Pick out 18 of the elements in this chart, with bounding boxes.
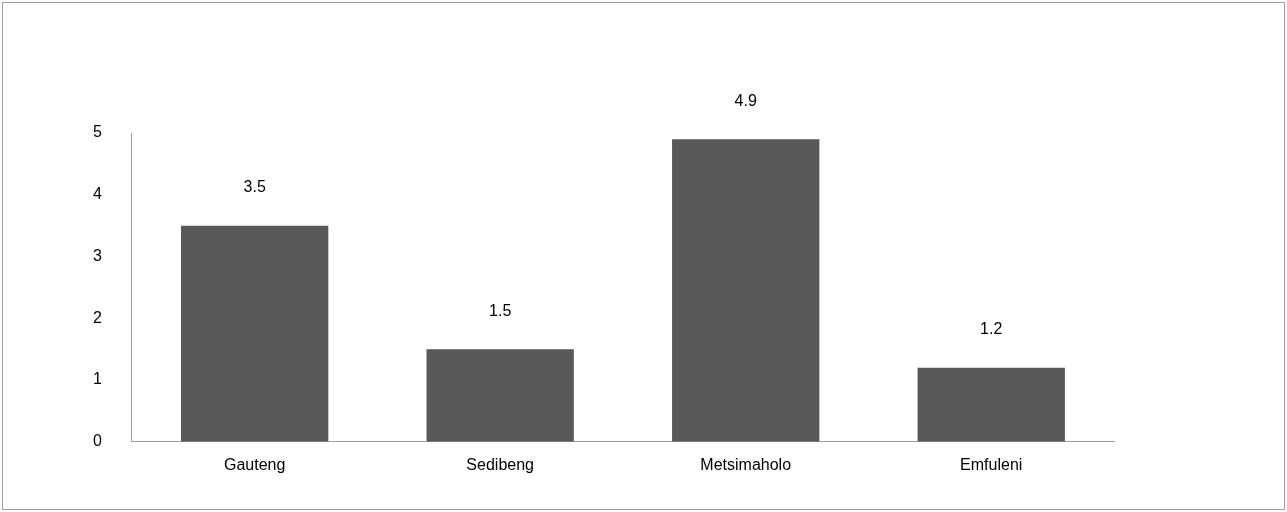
y-tick-label: 2 [92, 308, 102, 326]
x-tick-label: Metsimaholo [700, 455, 792, 473]
x-tick-label: Emfuleni [960, 455, 1023, 473]
bar [917, 367, 1065, 442]
bar [426, 349, 574, 442]
y-tick-label: 0 [92, 432, 102, 450]
data-label: 4.9 [734, 91, 757, 109]
bar [181, 225, 329, 442]
y-tick-label: 3 [92, 246, 102, 264]
data-label: 1.5 [489, 301, 512, 319]
y-tick-label: 1 [92, 370, 102, 388]
y-tick-label: 4 [92, 185, 102, 203]
data-label: 3.5 [243, 178, 266, 196]
x-tick-label: Sedibeng [466, 455, 534, 473]
y-tick-label: 5 [92, 123, 102, 141]
x-tick-label: Gauteng [223, 455, 286, 473]
data-label: 1.2 [980, 320, 1003, 338]
bar [672, 139, 820, 442]
